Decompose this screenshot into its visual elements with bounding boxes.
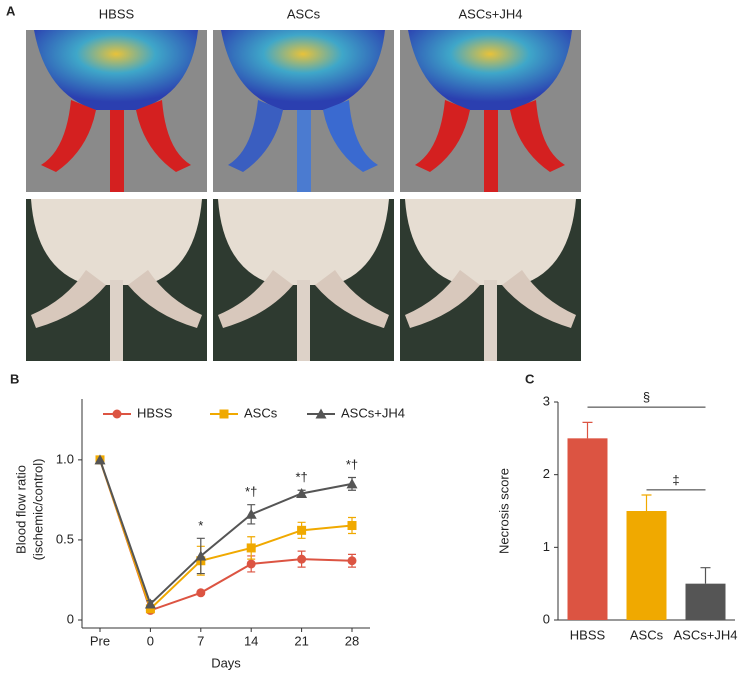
point xyxy=(245,508,257,519)
y-tick-label: 1 xyxy=(543,539,550,554)
mouse-body xyxy=(405,199,576,285)
perfusion-leg xyxy=(323,100,378,172)
x-tick-label: ASCs xyxy=(630,627,664,642)
perfusion-leg xyxy=(228,100,283,172)
point xyxy=(94,454,106,465)
y-tick-label: 0 xyxy=(543,611,550,626)
y-axis-label: Blood flow ratio xyxy=(13,465,28,554)
point xyxy=(315,408,327,419)
point xyxy=(196,588,206,598)
annotation: *† xyxy=(346,457,358,472)
point xyxy=(145,604,155,614)
significance-label: ‡ xyxy=(672,472,679,487)
y-tick-label: 0.5 xyxy=(56,531,74,546)
point xyxy=(346,478,358,489)
legend-label: HBSS xyxy=(137,405,173,420)
perfusion-leg xyxy=(415,100,470,172)
mouse-tail xyxy=(297,280,310,361)
point xyxy=(297,525,307,535)
legend-label: ASCs+JH4 xyxy=(341,405,405,420)
point xyxy=(347,556,357,566)
y-axis-label: Necrosis score xyxy=(496,468,511,554)
mouse-tail xyxy=(110,280,123,361)
point xyxy=(347,521,357,531)
column-label: ASCs xyxy=(287,6,321,21)
series-line xyxy=(99,459,353,606)
error-bar xyxy=(582,421,593,439)
perfusion-leg xyxy=(510,100,565,172)
column-label: HBSS xyxy=(99,6,135,21)
point xyxy=(246,559,256,569)
y-axis-label: (ischemic/control) xyxy=(30,459,45,561)
bar xyxy=(567,438,608,620)
perfusion-leg xyxy=(41,100,96,172)
perfusion-body xyxy=(34,30,198,110)
mouse-leg xyxy=(31,270,106,328)
x-tick-label: ASCs+JH4 xyxy=(674,627,738,642)
series-line xyxy=(99,459,353,611)
bar xyxy=(685,583,726,620)
perfusion-leg xyxy=(136,100,191,172)
x-tick-label: HBSS xyxy=(570,627,606,642)
x-tick-label: 0 xyxy=(147,633,154,648)
perfusion-body xyxy=(221,30,385,110)
legend-label: ASCs xyxy=(244,405,278,420)
annotation: * xyxy=(198,518,203,533)
panel-label: B xyxy=(10,371,19,386)
y-tick-label: 3 xyxy=(543,393,550,408)
x-tick-label: 7 xyxy=(197,633,204,648)
mouse-body xyxy=(218,199,389,285)
mouse-tail xyxy=(484,280,497,361)
mouse-leg xyxy=(218,270,293,328)
perfusion-tail xyxy=(484,110,498,192)
point xyxy=(195,550,207,561)
point xyxy=(296,487,308,498)
perfusion-tail xyxy=(110,110,124,192)
mouse-leg xyxy=(128,270,202,328)
point xyxy=(112,409,122,419)
mouse-leg xyxy=(315,270,389,328)
photo-grid xyxy=(26,30,581,361)
column-label: ASCs+JH4 xyxy=(459,6,523,21)
annotation: *† xyxy=(245,484,257,499)
x-tick-label: 14 xyxy=(244,633,258,648)
y-tick-label: 2 xyxy=(543,466,550,481)
point xyxy=(144,598,156,609)
panel-label: A xyxy=(6,3,16,18)
y-tick-label: 0 xyxy=(67,611,74,626)
significance-label: § xyxy=(643,390,650,405)
x-tick-label: 28 xyxy=(345,633,359,648)
error-bar xyxy=(700,567,711,584)
point xyxy=(246,543,256,553)
y-tick-label: 1.0 xyxy=(56,451,74,466)
perfusion-body xyxy=(408,30,572,110)
mouse-leg xyxy=(502,270,576,328)
x-axis-label: Days xyxy=(211,655,241,670)
error-bar xyxy=(641,494,652,511)
x-tick-label: 21 xyxy=(294,633,308,648)
bar xyxy=(626,511,667,620)
point xyxy=(219,409,229,419)
perfusion-tail xyxy=(297,110,311,192)
point xyxy=(297,554,307,564)
x-tick-label: Pre xyxy=(90,633,110,648)
panel-label: C xyxy=(525,371,535,386)
annotation: *† xyxy=(295,470,307,485)
mouse-leg xyxy=(405,270,480,328)
mouse-body xyxy=(31,199,202,285)
